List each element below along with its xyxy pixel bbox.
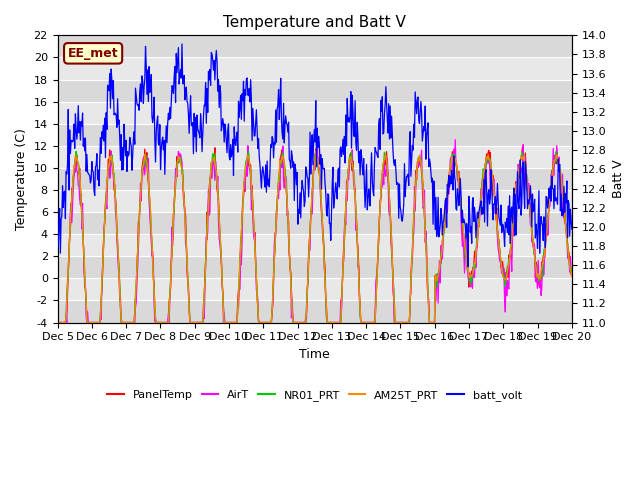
Text: EE_met: EE_met <box>68 47 118 60</box>
Y-axis label: Temperature (C): Temperature (C) <box>15 128 28 230</box>
X-axis label: Time: Time <box>300 348 330 361</box>
Bar <box>58 36 572 58</box>
Title: Temperature and Batt V: Temperature and Batt V <box>223 15 406 30</box>
Bar <box>58 300 572 323</box>
Legend: PanelTemp, AirT, NR01_PRT, AM25T_PRT, batt_volt: PanelTemp, AirT, NR01_PRT, AM25T_PRT, ba… <box>103 385 527 405</box>
Bar <box>58 256 572 278</box>
Bar <box>58 212 572 234</box>
Bar <box>58 80 572 102</box>
Bar <box>58 168 572 190</box>
Y-axis label: Batt V: Batt V <box>612 160 625 198</box>
Bar <box>58 124 572 146</box>
